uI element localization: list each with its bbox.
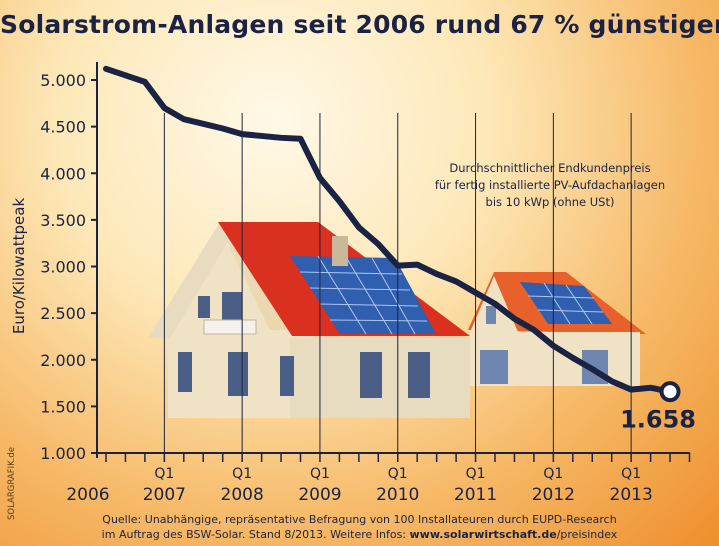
y-tick-label: 2.500 [40, 304, 86, 323]
x-quarter-label: Q1 [388, 466, 408, 482]
source-line-2-suffix: /preisindex [556, 528, 618, 541]
y-tick-label: 1.500 [40, 397, 86, 416]
x-quarter-label: Q1 [466, 466, 486, 482]
x-year-label: 2006 [66, 485, 109, 505]
x-quarter-label: Q1 [310, 466, 330, 482]
x-year-label: 2013 [610, 485, 653, 505]
source-link[interactable]: www.solarwirtschaft.de [409, 528, 557, 541]
credit-label: SOLARGRAFIK.de [7, 447, 17, 520]
end-point-marker [659, 381, 681, 403]
annotation-line-3: bis 10 kWp (ohne USt) [485, 195, 615, 209]
house-illustration [148, 222, 646, 418]
y-tick-label: 5.000 [40, 71, 86, 90]
price-line [103, 65, 674, 395]
source-line-1: Quelle: Unabhängige, repräsentative Befr… [102, 513, 617, 526]
source-note: Quelle: Unabhängige, repräsentative Befr… [0, 512, 719, 542]
axes: Euro/Kilowattpeak [10, 62, 690, 458]
x-quarter-label: Q1 [621, 466, 641, 482]
chart-title: Solarstrom-Anlagen seit 2006 rund 67 % g… [0, 10, 719, 39]
x-year-label: 2011 [454, 485, 497, 505]
x-quarter-label: Q1 [543, 466, 563, 482]
x-year-label: 2012 [532, 485, 575, 505]
source-line-2-prefix: im Auftrag des BSW-Solar. Stand 8/2013. … [101, 528, 410, 541]
x-quarter-label: Q1 [154, 466, 174, 482]
annotation-line-1: Durchschnittlicher Endkundenpreis [449, 161, 651, 175]
x-year-label: 2007 [143, 485, 186, 505]
annotation-line-2: für fertig installierte PV-Aufdachanlage… [434, 178, 666, 192]
annotation: Durchschnittlicher Endkundenpreis für fe… [390, 160, 710, 211]
y-tick-label: 1.000 [40, 444, 86, 463]
y-tick-label: 4.000 [40, 164, 86, 183]
source-line-2: im Auftrag des BSW-Solar. Stand 8/2013. … [0, 527, 719, 542]
y-tick-label: 4.500 [40, 118, 86, 137]
end-value-label: 1.658 [620, 406, 696, 434]
x-year-label: 2009 [298, 485, 341, 505]
x-year-label: 2010 [376, 485, 419, 505]
y-tick-label: 2.000 [40, 351, 86, 370]
x-quarter-label: Q1 [232, 466, 252, 482]
y-tick-label: 3.500 [40, 211, 86, 230]
x-year-label: 2008 [221, 485, 264, 505]
y-tick-label: 3.000 [40, 258, 86, 277]
y-axis-label: Euro/Kilowattpeak [10, 198, 28, 335]
